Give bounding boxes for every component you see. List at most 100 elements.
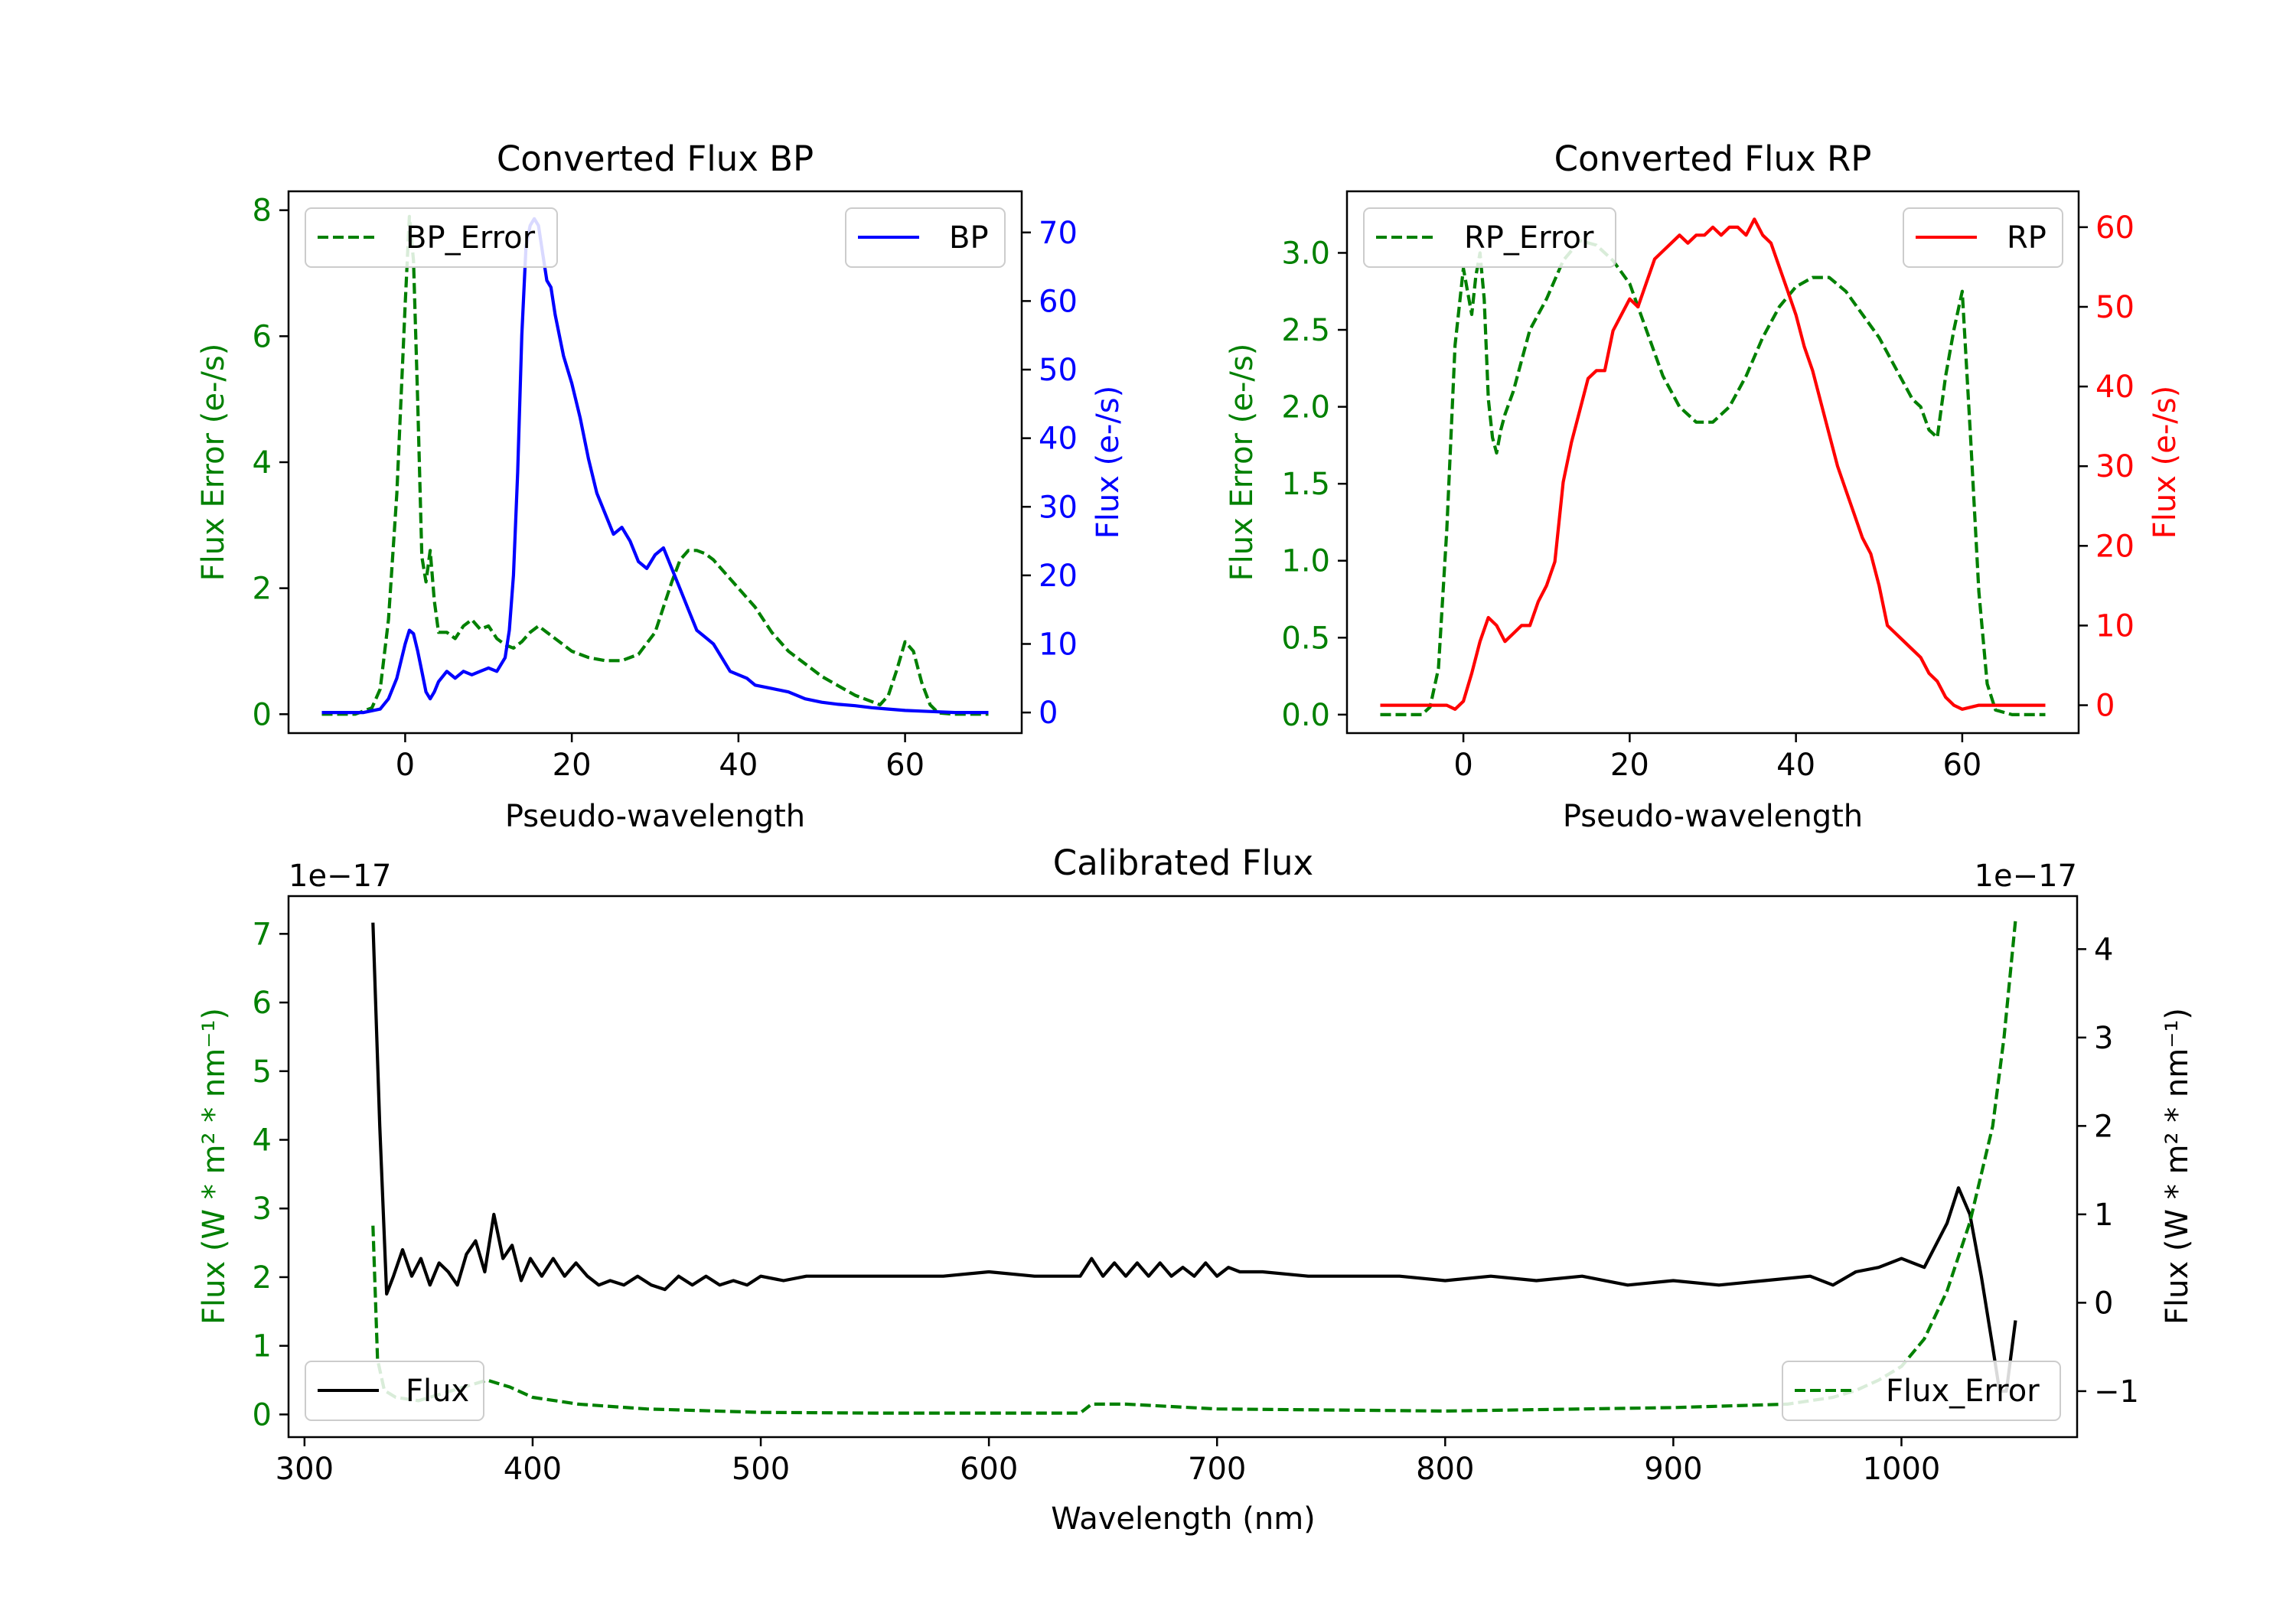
- x-axis-label: Pseudo-wavelength: [1563, 799, 1863, 834]
- x-axis-label: Pseudo-wavelength: [505, 799, 805, 834]
- left-y-tick-label: 0.5: [1281, 621, 1330, 656]
- chart-panel-bp: Converted Flux BP 0 20 40 60 0 2 4 6 8 0 10 20 30 40 5…: [196, 139, 1126, 834]
- series-line-bp-error: [321, 214, 989, 716]
- x-tick-label: 900: [1644, 1452, 1702, 1487]
- right-y-tick-label: 4: [2094, 932, 2113, 967]
- right-y-tick-label: 70: [1039, 216, 1078, 251]
- left-y-tick-label: 1.5: [1281, 467, 1330, 502]
- chart-panel-rp: Converted Flux RP 0 20 40 60 0.0 0.5 1.0 1.5 2.0…: [1225, 139, 2183, 834]
- x-tick-label: 0: [396, 748, 415, 783]
- left-y-tick-label: 8: [253, 194, 272, 229]
- right-y-tick-label: 50: [1039, 353, 1078, 388]
- legend-right: RP: [1903, 207, 2063, 268]
- right-y-tick-label: 50: [2095, 290, 2135, 325]
- x-tick-label: 60: [885, 748, 925, 783]
- left-y-axis-label: Flux Error (e-/s): [196, 344, 231, 582]
- legend-label-rp: RP: [2007, 220, 2047, 256]
- right-y-tick-label: 0: [2095, 689, 2115, 724]
- left-y-tick-label: 3.0: [1281, 236, 1330, 271]
- x-tick-label: 1000: [1863, 1452, 1941, 1487]
- x-tick-label: 300: [276, 1452, 334, 1487]
- series-line-rp: [1380, 217, 2046, 711]
- legend-box: [305, 1361, 484, 1421]
- left-y-tick-label: 7: [253, 917, 272, 952]
- right-y-tick-label: 3: [2094, 1021, 2113, 1056]
- left-y-tick-label: 0: [253, 1397, 272, 1433]
- left-y-tick-label: 2: [253, 572, 272, 607]
- left-y-tick-label: 4: [253, 445, 272, 481]
- left-y-tick-label: 2.5: [1281, 313, 1330, 348]
- left-y-tick-label: 2.0: [1281, 390, 1330, 425]
- right-y-tick-label: 30: [1039, 490, 1078, 525]
- right-y-tick-label: 10: [1039, 627, 1078, 662]
- x-tick-label: 60: [1942, 748, 1981, 783]
- legend-box: [1782, 1361, 2061, 1421]
- right-y-tick-label: 20: [1039, 559, 1078, 594]
- x-tick-label: 20: [553, 748, 592, 783]
- legend-box: [1363, 207, 1616, 268]
- chart-panel-calibrated: Calibrated Flux 300 400 500 600 700 800 900 100…: [197, 843, 2195, 1537]
- chart-title: Calibrated Flux: [1053, 843, 1313, 883]
- legend-label-rp-error: RP_Error: [1464, 220, 1594, 256]
- right-y-tick-label: 60: [2095, 210, 2135, 246]
- x-tick-label: 700: [1188, 1452, 1246, 1487]
- x-tick-label: 0: [1453, 748, 1473, 783]
- left-y-axis-label: Flux Error (e-/s): [1225, 344, 1260, 582]
- x-tick-label: 40: [719, 748, 758, 783]
- right-y-tick-label: 1: [2094, 1198, 2113, 1233]
- x-tick-label: 800: [1416, 1452, 1474, 1487]
- right-y-tick-label: 10: [2095, 608, 2135, 644]
- legend-right: Flux_Error: [1782, 1361, 2061, 1421]
- left-y-axis-label: Flux (W * m² * nm⁻¹): [197, 1008, 232, 1325]
- legend-label-flux: Flux: [406, 1374, 469, 1409]
- right-y-axis-label: Flux (W * m² * nm⁻¹): [2160, 1008, 2195, 1325]
- series-line-rp-error: [1380, 239, 2046, 717]
- x-tick-label: 20: [1610, 748, 1649, 783]
- left-y-tick-label: 0: [253, 697, 272, 732]
- legend-label-flux-error: Flux_Error: [1886, 1374, 2040, 1409]
- chart-title: Converted Flux RP: [1554, 139, 1872, 179]
- left-y-tick-label: 0.0: [1281, 698, 1330, 733]
- legend-right: BP: [845, 207, 1006, 268]
- right-y-tick-label: −1: [2094, 1374, 2139, 1410]
- right-y-axis-label: Flux (e-/s): [1091, 386, 1126, 539]
- x-tick-label: 500: [732, 1452, 790, 1487]
- left-y-tick-label: 3: [253, 1191, 272, 1227]
- left-y-tick-label: 1: [253, 1329, 272, 1364]
- left-y-tick-label: 1.0: [1281, 544, 1330, 579]
- left-y-tick-label: 5: [253, 1054, 272, 1090]
- right-y-tick-label: 30: [2095, 449, 2135, 484]
- legend-left: RP_Error: [1363, 207, 1616, 268]
- series-line-bp: [321, 217, 989, 715]
- plot-frame: [287, 895, 2079, 1439]
- legend-left: Flux: [305, 1361, 484, 1421]
- right-y-tick-label: 0: [1039, 696, 1058, 731]
- legend-box: [1903, 207, 2063, 268]
- right-y-tick-label: 20: [2095, 529, 2135, 564]
- legend-label-bp: BP: [949, 220, 989, 256]
- right-y-tick-label: 2: [2094, 1109, 2113, 1144]
- x-tick-label: 400: [504, 1452, 562, 1487]
- chart-title: Converted Flux BP: [497, 139, 814, 179]
- x-tick-label: 600: [960, 1452, 1018, 1487]
- legend-label-bp-error: BP_Error: [406, 220, 536, 256]
- right-y-tick-label: 40: [1039, 422, 1078, 457]
- legend-left: BP_Error: [305, 207, 558, 268]
- left-y-tick-label: 6: [253, 319, 272, 354]
- series-line-flux: [371, 922, 2017, 1393]
- right-y-tick-label: 0: [2094, 1286, 2113, 1321]
- left-axis-offset-text: 1e−17: [289, 859, 391, 894]
- left-y-tick-label: 6: [253, 986, 272, 1021]
- right-axis-offset-text: 1e−17: [1975, 859, 2077, 894]
- right-y-axis-label: Flux (e-/s): [2148, 386, 2183, 539]
- x-tick-label: 40: [1776, 748, 1815, 783]
- legend-box: [305, 207, 558, 268]
- legend-box: [845, 207, 1006, 268]
- right-y-tick-label: 60: [1039, 284, 1078, 319]
- right-y-tick-label: 40: [2095, 370, 2135, 405]
- plot-frame: [1345, 190, 2080, 735]
- left-y-tick-label: 4: [253, 1123, 272, 1159]
- left-y-tick-label: 2: [253, 1260, 272, 1296]
- x-axis-label: Wavelength (nm): [1051, 1501, 1316, 1537]
